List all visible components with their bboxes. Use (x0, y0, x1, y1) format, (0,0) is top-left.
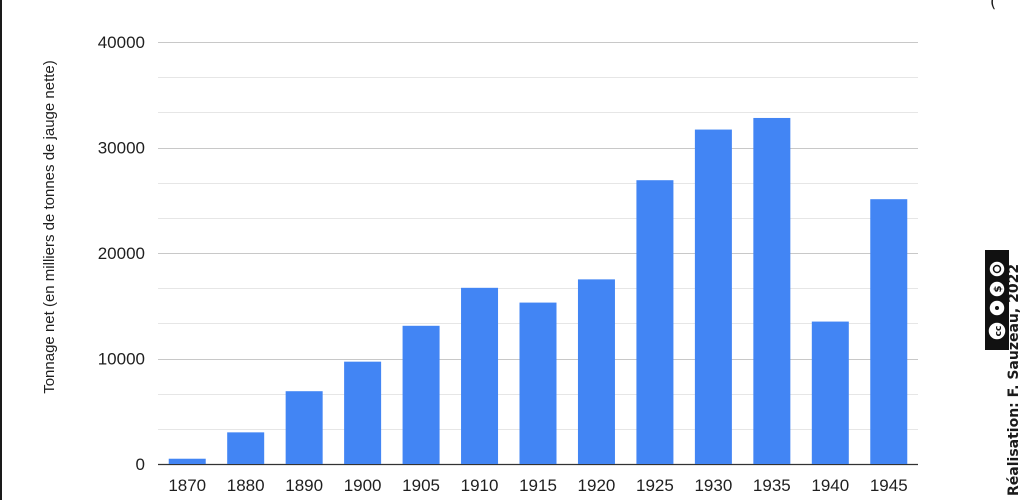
y-tick-label: 40000 (98, 33, 145, 52)
x-tick-label: 1880 (227, 476, 265, 495)
x-tick-label: 1915 (519, 476, 557, 495)
cc-license-badge: cc $ (985, 250, 1009, 350)
x-tick-label: 1940 (811, 476, 849, 495)
x-tick-label: 1910 (461, 476, 499, 495)
y-tick-label: 30000 (98, 139, 145, 158)
x-tick-label: 1945 (870, 476, 908, 495)
bar-1925 (636, 180, 674, 464)
frame-left-border (0, 0, 2, 500)
grid-layer (158, 42, 918, 466)
y-tick-label: 10000 (98, 350, 145, 369)
nc-icon (988, 280, 1006, 298)
x-tick-label: 1890 (285, 476, 323, 495)
x-tick-label: 1920 (578, 476, 616, 495)
sa-icon (988, 260, 1006, 278)
bar-1870 (168, 458, 206, 464)
bar-1910 (461, 287, 499, 464)
svg-text:$: $ (993, 285, 1004, 292)
x-tick-label: 1935 (753, 476, 791, 495)
bar-1920 (577, 279, 615, 464)
y-tick-layer: 0 10000 20000 30000 40000 (98, 33, 145, 474)
bar-1915 (519, 302, 557, 464)
cc-icon (987, 321, 1007, 341)
x-tick-label: 1905 (402, 476, 440, 495)
bar-1905 (402, 325, 440, 464)
x-tick-label: 1870 (168, 476, 206, 495)
svg-text:cc: cc (994, 326, 1004, 337)
bar-1930 (694, 129, 732, 464)
top-edge-glyph: ( (990, 0, 997, 11)
bar-1900 (344, 361, 382, 464)
x-tick-label: 1900 (344, 476, 382, 495)
x-tick-layer: 1870 1880 1890 1900 1905 1910 1915 1920 1925 1930… (168, 476, 907, 495)
bar-1890 (285, 391, 323, 464)
y-tick-label: 20000 (98, 244, 145, 263)
bar-1945 (870, 199, 908, 464)
bar-1940 (811, 321, 849, 464)
bar-layer (168, 117, 908, 465)
y-axis-label: Tonnage net (en milliers de tonnes de ja… (41, 60, 58, 394)
bar-1935 (753, 117, 791, 465)
x-tick-label: 1925 (636, 476, 674, 495)
x-tick-label: 1930 (694, 476, 732, 495)
bar-1880 (227, 432, 265, 464)
y-tick-label: 0 (136, 455, 145, 474)
